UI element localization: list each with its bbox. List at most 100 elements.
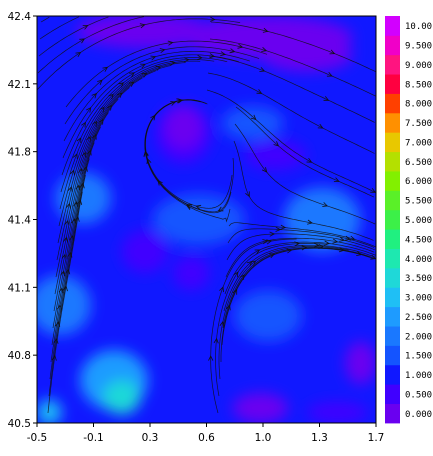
streamline-24	[58, 62, 186, 227]
field-blob-0	[37, 275, 91, 336]
stream-arrow	[250, 114, 257, 121]
stream-arrow	[86, 106, 92, 113]
colorbar-swatch	[385, 54, 400, 75]
colorbar-label: 1.500	[405, 352, 432, 362]
stream-arrow	[344, 235, 351, 241]
streamline-29	[226, 233, 375, 261]
colorbar-label: 5.500	[405, 197, 432, 207]
stream-arrow	[167, 40, 174, 46]
stream-arrow	[86, 149, 92, 156]
stream-arrow	[213, 337, 219, 344]
colorbar-label: 8.000	[405, 100, 432, 110]
streamline-13	[234, 123, 376, 225]
field-blob-2	[103, 380, 141, 415]
stream-arrow	[323, 96, 330, 101]
streamline-44	[48, 175, 86, 397]
colorbar-label: 7.500	[405, 119, 432, 129]
stream-arrow	[102, 66, 109, 72]
streamline-28	[56, 70, 157, 261]
colorbar: 0.000 0.500 1.000 1.500 2.000 2.500 3.000 3.500…	[385, 16, 432, 424]
colorbar-label: 4.500	[405, 235, 432, 245]
stream-arrow	[269, 231, 276, 237]
streamline-41	[220, 247, 369, 362]
stream-arrow	[261, 167, 268, 173]
stream-arrow	[116, 92, 123, 98]
stream-arrow	[220, 51, 227, 57]
stream-arrow	[67, 186, 73, 192]
field-blob-10	[121, 230, 168, 274]
y-tick-label: 42.1	[8, 79, 31, 91]
field-blob-19	[306, 401, 369, 423]
colorbar-label: 3.500	[405, 274, 432, 284]
stream-arrow	[155, 65, 162, 71]
colorbar-swatch	[385, 35, 400, 56]
streamline-22	[59, 60, 201, 210]
stream-arrow	[324, 240, 330, 246]
stream-arrow	[65, 202, 71, 209]
streamline-11	[235, 106, 375, 198]
stream-arrow	[317, 123, 324, 129]
streamline-25	[228, 222, 376, 248]
x-tick-label: 1.0	[255, 432, 272, 444]
colorbar-swatch	[385, 93, 400, 114]
y-tick-label: 41.4	[8, 215, 32, 227]
streamline-0	[40, 16, 50, 23]
stream-arrow	[333, 177, 340, 182]
colorbar-label: 4.000	[405, 255, 432, 265]
stream-arrow	[159, 48, 166, 54]
streamline-23	[144, 99, 231, 223]
stream-arrow	[306, 157, 313, 163]
x-tick-label: 1.3	[311, 432, 328, 444]
stream-arrow	[65, 268, 71, 275]
streamline-12	[64, 46, 260, 125]
y-axis: 40.5 40.8 41.1 41.4 41.8 42.1 42.4	[8, 11, 37, 430]
colorbar-label: 0.500	[405, 390, 432, 400]
y-tick-label: 40.8	[8, 350, 31, 362]
streamline-4	[38, 16, 109, 57]
field-blob-3	[37, 399, 62, 423]
streamline-43	[218, 245, 349, 380]
stream-arrow	[225, 304, 231, 311]
streamline-8	[37, 18, 241, 91]
stream-arrow	[286, 248, 293, 254]
x-tick-label: -0.1	[83, 432, 104, 444]
stream-arrow	[262, 27, 269, 33]
colorbar-label: 5.000	[405, 216, 432, 226]
streamline-35	[223, 244, 376, 312]
streamline-30	[55, 77, 143, 278]
stream-arrow	[76, 137, 82, 143]
stream-arrow	[219, 320, 225, 327]
stream-arrow	[71, 218, 77, 224]
colorbar-label: 6.000	[405, 177, 432, 187]
stream-arrow	[301, 245, 308, 251]
streamline-10	[65, 40, 268, 108]
stream-arrow	[229, 48, 236, 54]
colorbar-swatch	[385, 287, 400, 308]
stream-arrow	[79, 182, 85, 189]
stream-arrow	[370, 188, 376, 193]
colorbar-swatch	[385, 132, 400, 153]
stream-arrow	[322, 202, 329, 207]
colorbar-label: 7.000	[405, 138, 432, 148]
colorbar-label: 2.500	[405, 313, 432, 323]
field-blob-7	[234, 290, 303, 342]
colorbar-swatch	[385, 112, 400, 133]
field-blob-5	[152, 193, 246, 246]
stream-arrow	[208, 355, 214, 361]
streamline-46	[47, 191, 83, 414]
stream-arrow	[269, 253, 276, 259]
streamline-31	[225, 237, 375, 278]
streamline-47	[210, 238, 297, 414]
stream-arrow	[209, 53, 216, 59]
streamlines	[37, 16, 376, 414]
colorbar-swatch	[385, 306, 400, 327]
streamline-42	[49, 158, 90, 380]
stream-arrow	[233, 271, 239, 278]
colorbar-swatch	[385, 345, 400, 366]
colorbar-swatch	[385, 16, 400, 36]
colorbar-swatch	[385, 384, 400, 405]
stream-arrow	[140, 63, 146, 69]
stream-arrow	[150, 55, 157, 61]
streamline-20	[60, 59, 215, 193]
